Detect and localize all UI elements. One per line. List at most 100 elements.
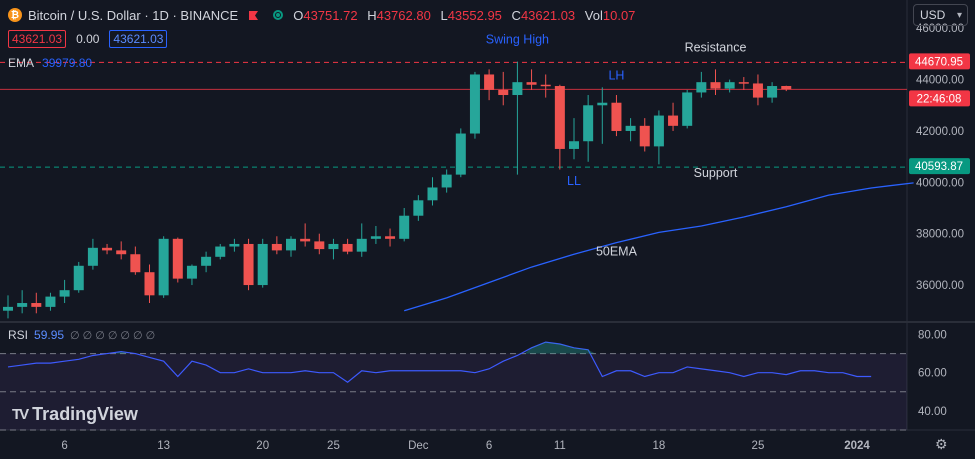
x-tick-label: 11	[554, 440, 566, 452]
symbol-title[interactable]: Bitcoin / U.S. Dollar · 1D · BINANCE	[28, 7, 239, 23]
candle	[59, 290, 70, 297]
candle	[328, 243, 339, 250]
chart-annotation: Swing High	[486, 33, 549, 47]
candle	[569, 141, 579, 149]
x-tick-label: 2024	[844, 440, 870, 452]
candle	[102, 247, 113, 251]
candle	[554, 86, 565, 149]
chart-annotation: LL	[567, 174, 581, 188]
y-tick-label: 40000.00	[916, 177, 964, 189]
sell-button[interactable]: 43621.03	[8, 30, 67, 48]
ema-legend[interactable]: EMA 39979.80	[8, 56, 92, 70]
volume-label: Vol	[584, 7, 603, 23]
rsi-tick-label: 60.00	[918, 368, 947, 380]
high-value: 43762.80	[376, 7, 431, 23]
close-value: 43621.03	[520, 7, 576, 23]
candle	[639, 125, 650, 147]
ohlc-values: O43751.72 H43762.80 L43552.95 C43621.03 …	[293, 8, 641, 23]
candle	[583, 105, 594, 142]
chart-header: ₿ Bitcoin / U.S. Dollar · 1D · BINANCE O…	[8, 6, 641, 24]
volume-value: 10.07	[602, 7, 636, 23]
candle	[271, 243, 282, 251]
open-value: 43751.72	[303, 7, 358, 23]
candle	[526, 82, 537, 85]
high-label: H	[367, 7, 377, 23]
resistance-price-tag	[909, 53, 970, 70]
candle	[696, 82, 707, 93]
x-tick-label: Dec	[408, 440, 429, 452]
candle	[31, 303, 42, 307]
candle	[130, 254, 141, 273]
chart-annotation: 50EMA	[596, 245, 638, 259]
candle	[314, 241, 325, 250]
support-price-label: 40593.87	[915, 161, 963, 173]
rsi-overbought-fill	[524, 342, 596, 354]
spread-value: 0.00	[76, 32, 100, 46]
candle	[455, 133, 466, 175]
x-tick-label: 6	[61, 440, 67, 452]
tradingview-brand[interactable]: TV TradingView	[12, 404, 138, 425]
rsi-line	[7, 341, 872, 383]
candle	[243, 243, 254, 286]
x-tick-label: 6	[486, 440, 492, 452]
ema-line	[404, 182, 914, 312]
gear-icon[interactable]: ⚙	[935, 436, 948, 452]
resistance-price-label: 44670.95	[915, 56, 963, 68]
candle	[172, 238, 183, 279]
candle	[484, 74, 495, 90]
rsi-param: ∅	[95, 329, 105, 342]
ema-value: 39979.80	[42, 56, 93, 70]
candle	[752, 83, 763, 98]
flag-icon[interactable]	[248, 10, 259, 21]
rsi-param: ∅	[120, 329, 131, 342]
chart-annotation: LH	[608, 69, 624, 83]
y-tick-label: 44000.00	[916, 75, 964, 87]
y-tick-label: 36000.00	[916, 280, 964, 292]
candle	[116, 250, 127, 255]
x-tick-label: 20	[256, 440, 269, 452]
rsi-legend[interactable]: RSI 59.95 ∅ ∅ ∅ ∅ ∅ ∅ ∅	[8, 328, 158, 342]
rsi-param: ∅	[133, 329, 143, 342]
candle	[17, 303, 28, 307]
rsi-overbought-fill	[114, 351, 129, 354]
chart-annotation: Support	[694, 166, 738, 180]
rsi-param: ∅	[70, 329, 80, 342]
candle	[498, 89, 509, 96]
candle	[625, 125, 636, 131]
y-tick-label: 38000.00	[916, 229, 964, 241]
candle	[286, 238, 296, 251]
candle	[441, 174, 452, 188]
candle	[653, 115, 664, 147]
candle	[781, 85, 792, 90]
candle	[682, 92, 693, 126]
close-label: C	[511, 7, 521, 23]
candle	[668, 115, 679, 126]
y-tick-label: 46000.00	[916, 23, 964, 35]
candle	[186, 265, 197, 279]
candle	[45, 296, 56, 307]
x-tick-label: 25	[752, 440, 765, 452]
candle	[597, 102, 608, 106]
chart-annotation: Resistance	[685, 40, 747, 54]
rsi-value: 59.95	[34, 328, 65, 342]
candle	[229, 243, 240, 247]
candle	[73, 265, 84, 291]
candle	[399, 215, 410, 239]
candle	[3, 306, 13, 311]
support-price-tag	[909, 158, 970, 175]
candle	[710, 82, 721, 89]
open-label: O	[293, 7, 304, 23]
candle	[512, 82, 523, 96]
candle	[342, 243, 353, 252]
rsi-param: ∅	[82, 329, 93, 342]
rsi-tick-label: 40.00	[918, 406, 947, 418]
candle	[427, 187, 438, 201]
candle	[201, 256, 212, 266]
x-tick-label: 25	[327, 440, 340, 452]
market-status-icon[interactable]	[273, 10, 284, 20]
buy-button[interactable]: 43621.03	[109, 30, 168, 48]
candle	[724, 82, 735, 89]
brand-name: TradingView	[32, 404, 138, 424]
currency-select[interactable]: USD	[913, 4, 968, 26]
